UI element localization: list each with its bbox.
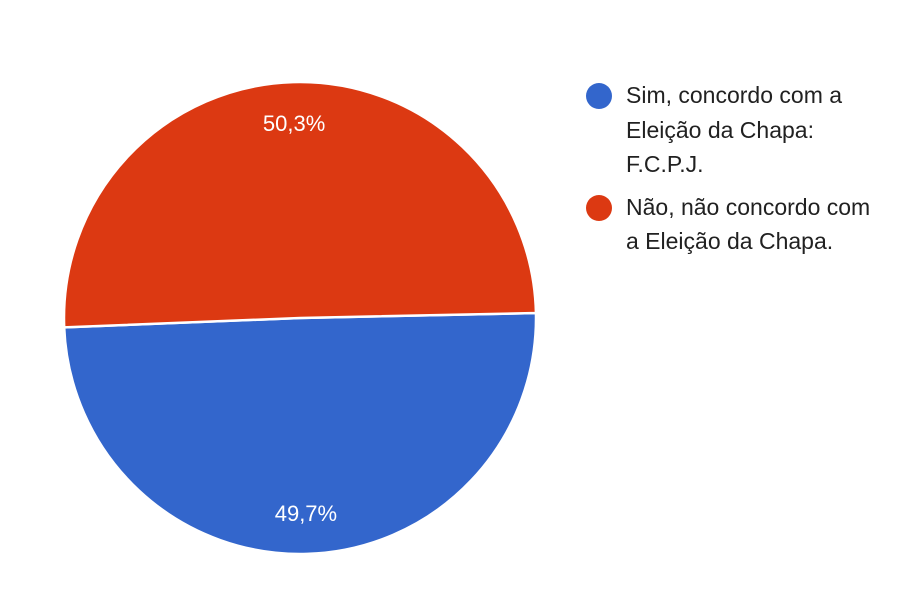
pie-label-sim: 49,7% (275, 501, 337, 526)
legend-swatch-nao-icon (586, 194, 612, 221)
legend-swatch-sim-icon (586, 83, 612, 109)
pie-slice-nao[interactable] (62, 80, 538, 329)
pie-slice-sim[interactable] (62, 311, 538, 556)
legend-label-nao: Não, não concordo com a Eleição da Chapa… (626, 193, 871, 255)
pie-label-nao: 50,3% (263, 111, 325, 136)
pie-labels: 49,7% 50,3% (263, 111, 337, 526)
legend-item-sim[interactable]: Sim, concordo com a Eleição da Chapa: F.… (586, 78, 886, 182)
pie-chart: 49,7% 50,3% (62, 80, 538, 556)
legend-label-sim: Sim, concordo com a Eleição da Chapa: F.… (626, 82, 843, 177)
legend: Sim, concordo com a Eleição da Chapa: F.… (586, 78, 886, 267)
legend-item-nao[interactable]: Não, não concordo com a Eleição da Chapa… (586, 190, 886, 259)
pie-slices (62, 80, 538, 556)
